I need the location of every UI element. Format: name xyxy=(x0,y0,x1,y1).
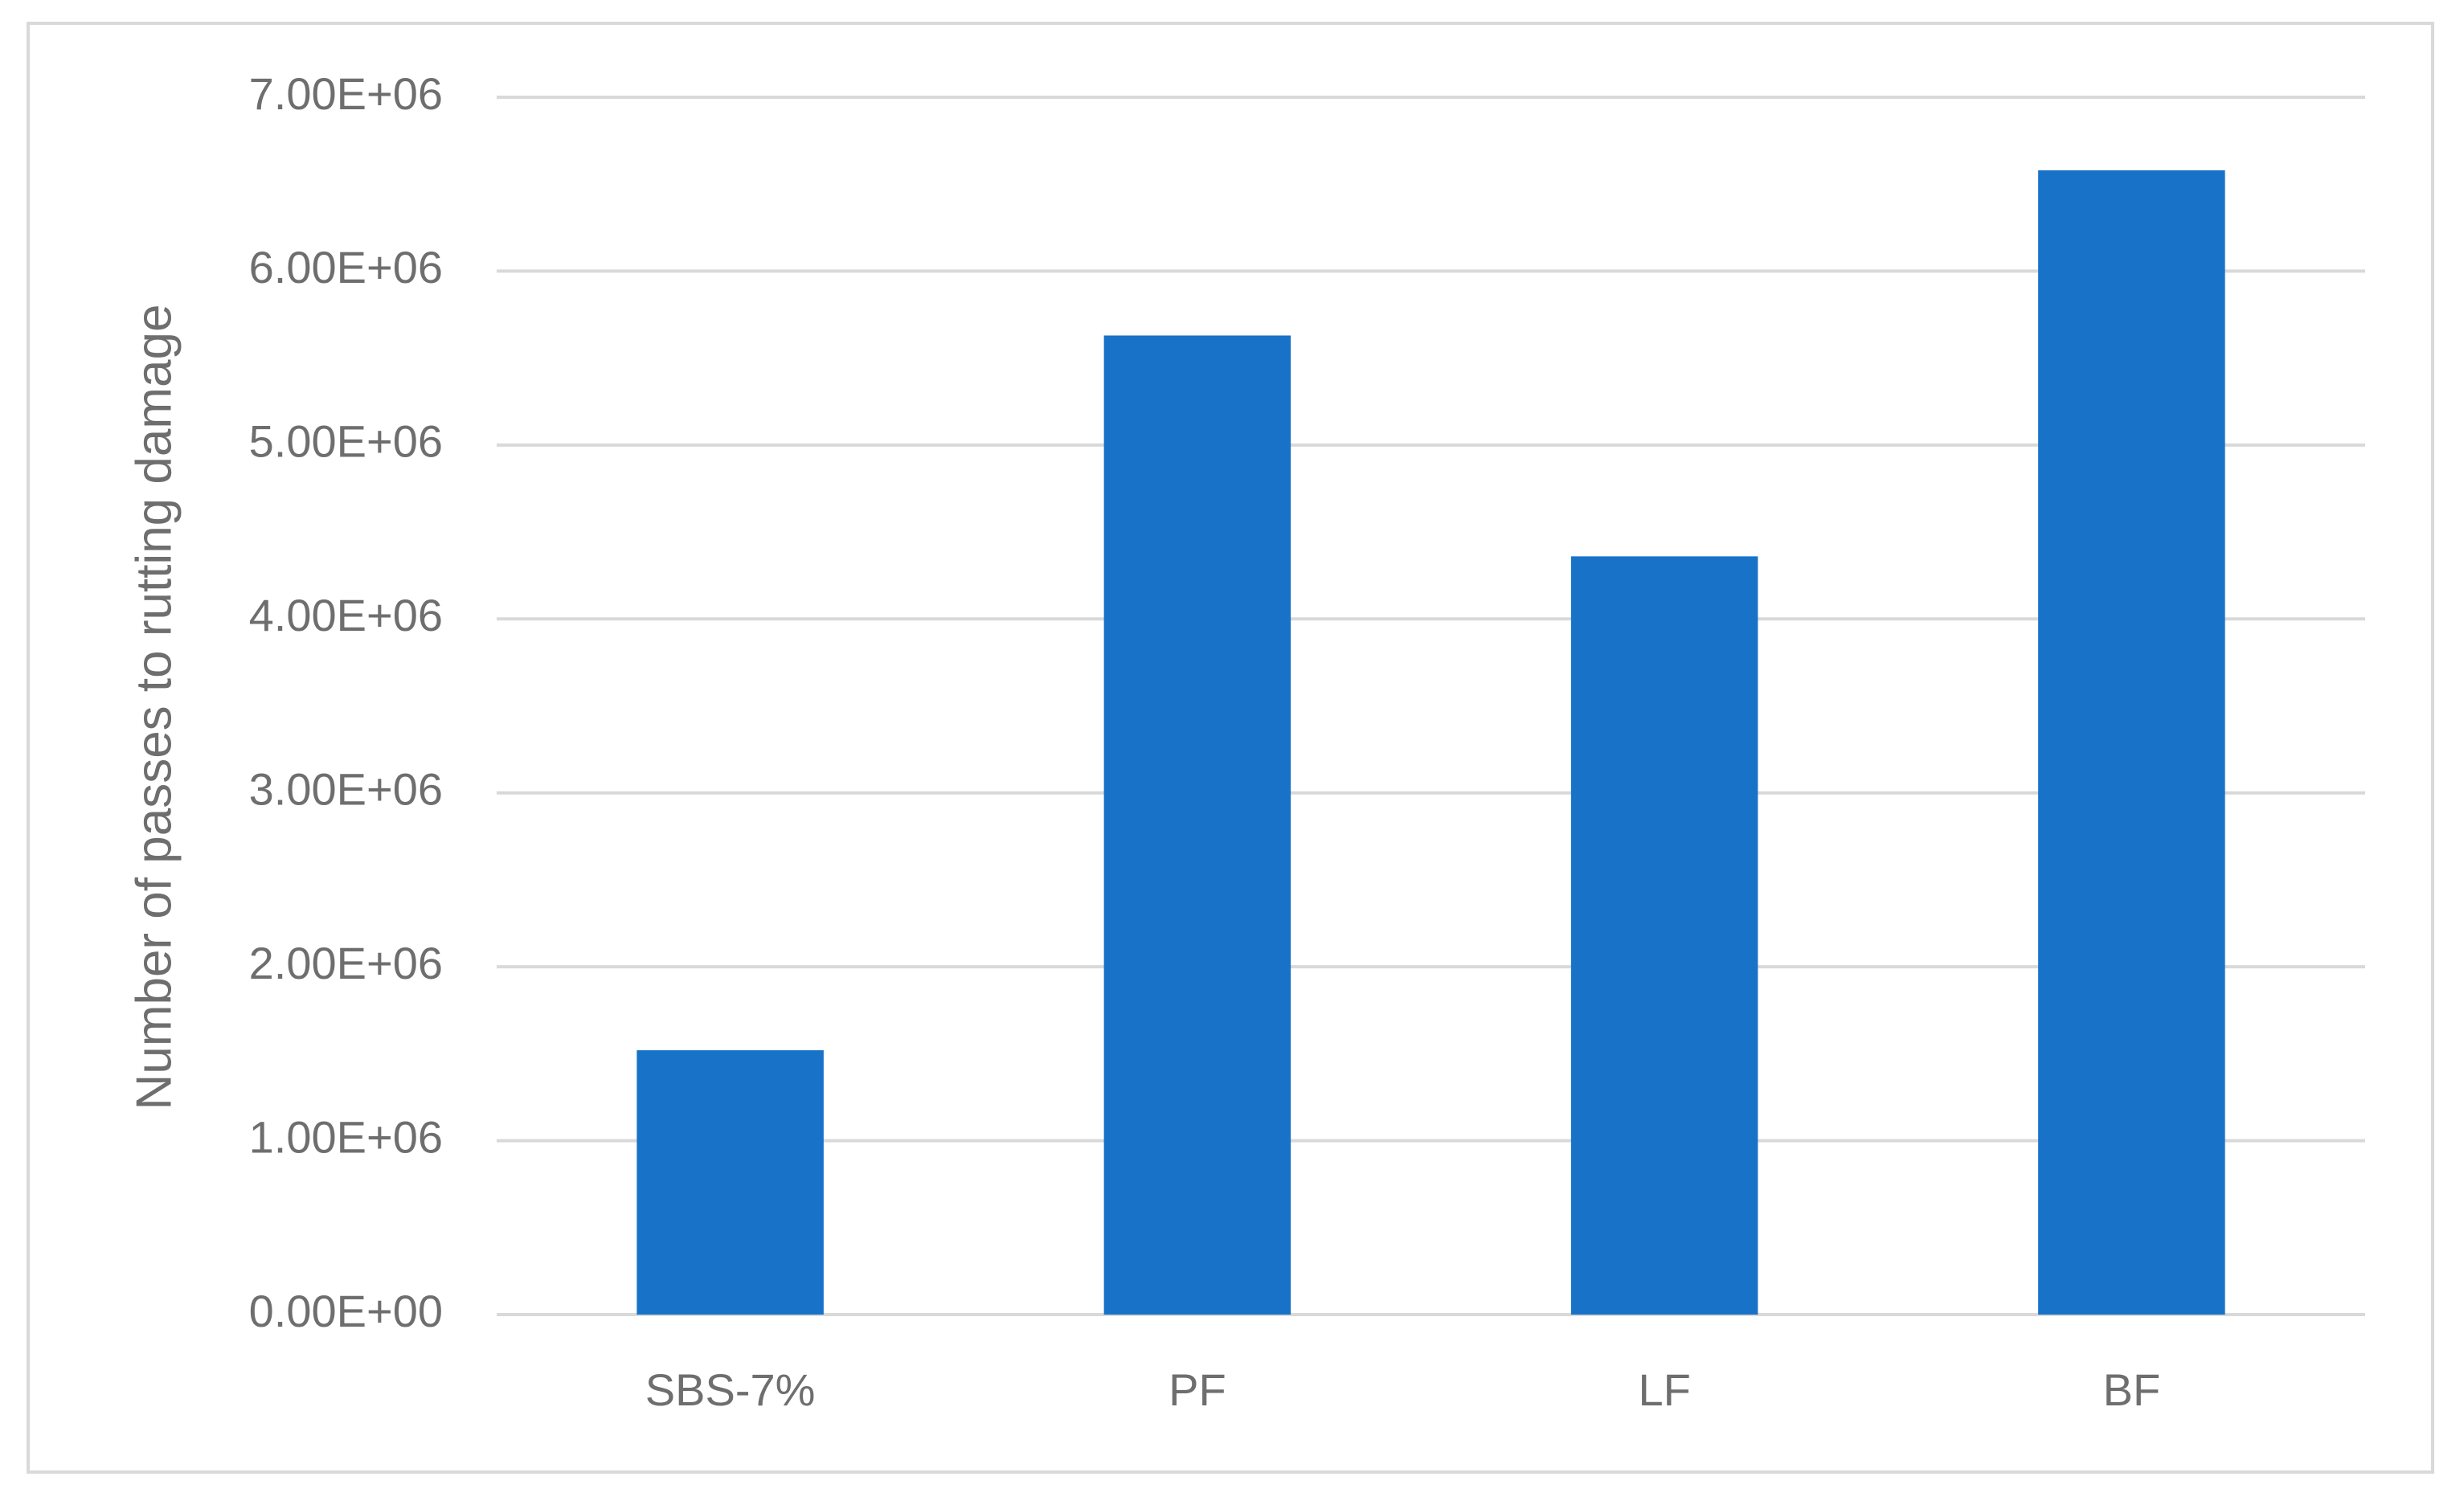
bar xyxy=(1103,335,1291,1315)
y-tick-label: 5.00E+06 xyxy=(249,416,443,467)
y-tick-label: 1.00E+06 xyxy=(249,1111,443,1162)
y-tick-label: 7.00E+06 xyxy=(249,68,443,119)
y-tick-label: 0.00E+00 xyxy=(249,1286,443,1336)
bar xyxy=(1570,556,1758,1315)
bar xyxy=(636,1050,824,1315)
y-tick-label: 4.00E+06 xyxy=(249,590,443,640)
x-tick-label: LF xyxy=(1638,1364,1690,1415)
y-tick-label: 3.00E+06 xyxy=(249,764,443,815)
x-tick-label: SBS-7% xyxy=(645,1364,816,1415)
bar xyxy=(2038,170,2225,1315)
y-tick-label: 2.00E+06 xyxy=(249,938,443,988)
y-axis-title: Number of passes to rutting damage xyxy=(126,305,182,1110)
x-tick-label: BF xyxy=(2103,1364,2161,1415)
y-tick-label: 6.00E+06 xyxy=(249,242,443,292)
x-tick-label: PF xyxy=(1169,1364,1226,1415)
